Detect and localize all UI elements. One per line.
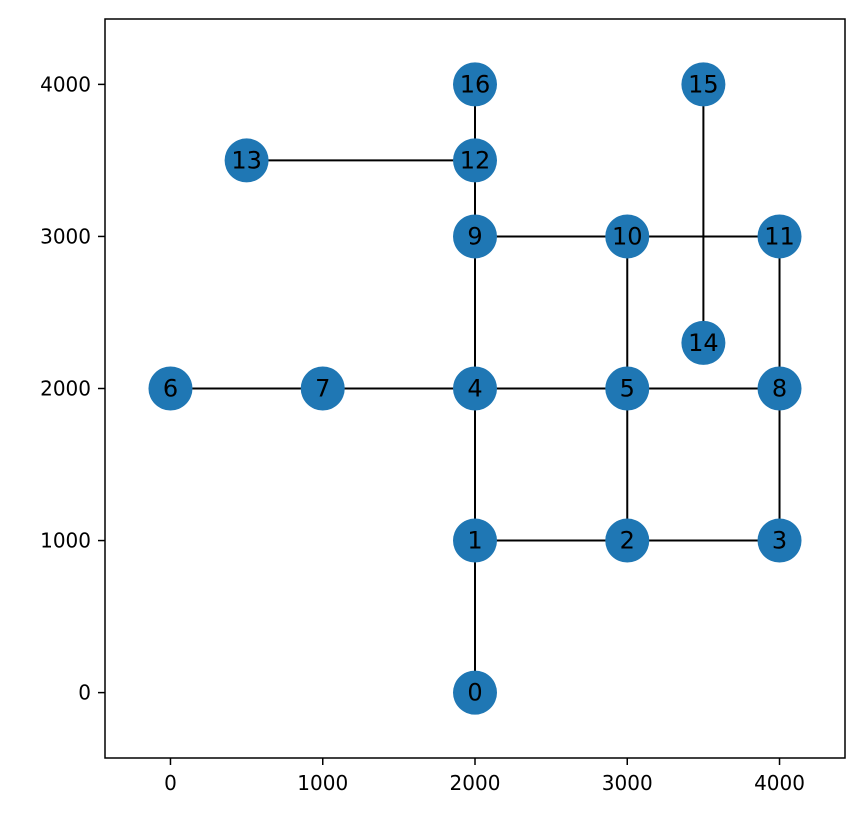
node-circle [681, 320, 726, 365]
node-label: 1 [467, 527, 482, 555]
y-tick-label: 4000 [40, 72, 91, 96]
node-0: 0 [453, 670, 497, 715]
node-16: 16 [453, 62, 497, 107]
node-label: 10 [612, 222, 643, 250]
node-14: 14 [681, 320, 726, 365]
y-axis: 0 1000 2000 3000 4000 [40, 72, 105, 705]
node-label: 6 [163, 375, 178, 403]
node-9: 9 [453, 214, 497, 259]
node-circle [453, 214, 497, 259]
node-circle [453, 366, 497, 411]
node-circle [605, 518, 650, 563]
node-label: 15 [688, 70, 719, 98]
node-3: 3 [757, 518, 802, 563]
node-label: 3 [772, 527, 787, 555]
node-11: 11 [757, 214, 802, 259]
node-circle [605, 366, 650, 411]
node-15: 15 [681, 62, 726, 107]
node-label: 14 [688, 329, 719, 357]
x-tick-label: 4000 [754, 771, 805, 795]
node-circle [148, 366, 193, 411]
node-circle [300, 366, 345, 411]
node-4: 4 [453, 366, 497, 411]
x-tick-label: 1000 [297, 771, 348, 795]
node-label: 12 [460, 146, 491, 174]
x-tick-label: 3000 [602, 771, 653, 795]
edges-layer [170, 84, 781, 693]
node-8: 8 [757, 366, 802, 411]
x-tick-label: 0 [164, 771, 177, 795]
node-label: 13 [231, 146, 262, 174]
y-tick-label: 2000 [40, 377, 91, 401]
node-circle [681, 62, 726, 107]
node-circle [453, 62, 497, 107]
y-tick-label: 0 [78, 681, 91, 705]
node-label: 11 [764, 222, 795, 250]
node-circle [605, 214, 650, 259]
y-tick-label: 1000 [40, 529, 91, 553]
x-tick-label: 2000 [450, 771, 501, 795]
node-label: 8 [772, 375, 787, 403]
x-axis: 0 1000 2000 3000 4000 [164, 758, 805, 795]
node-circle [757, 366, 802, 411]
y-tick-label: 3000 [40, 224, 91, 248]
node-label: 2 [620, 527, 635, 555]
node-label: 0 [467, 679, 482, 707]
node-circle [224, 138, 269, 183]
node-7: 7 [300, 366, 345, 411]
node-5: 5 [605, 366, 650, 411]
node-12: 12 [453, 138, 497, 183]
node-circle [453, 138, 497, 183]
node-circle [757, 518, 802, 563]
node-6: 6 [148, 366, 193, 411]
node-label: 4 [467, 375, 482, 403]
node-13: 13 [224, 138, 269, 183]
node-10: 10 [605, 214, 650, 259]
node-label: 5 [620, 375, 635, 403]
node-circle [757, 214, 802, 259]
node-circle [453, 518, 497, 563]
node-label: 16 [460, 70, 491, 98]
node-label: 9 [467, 222, 482, 250]
node-label: 7 [315, 375, 330, 403]
node-circle [453, 670, 497, 715]
node-1: 1 [453, 518, 497, 563]
node-2: 2 [605, 518, 650, 563]
